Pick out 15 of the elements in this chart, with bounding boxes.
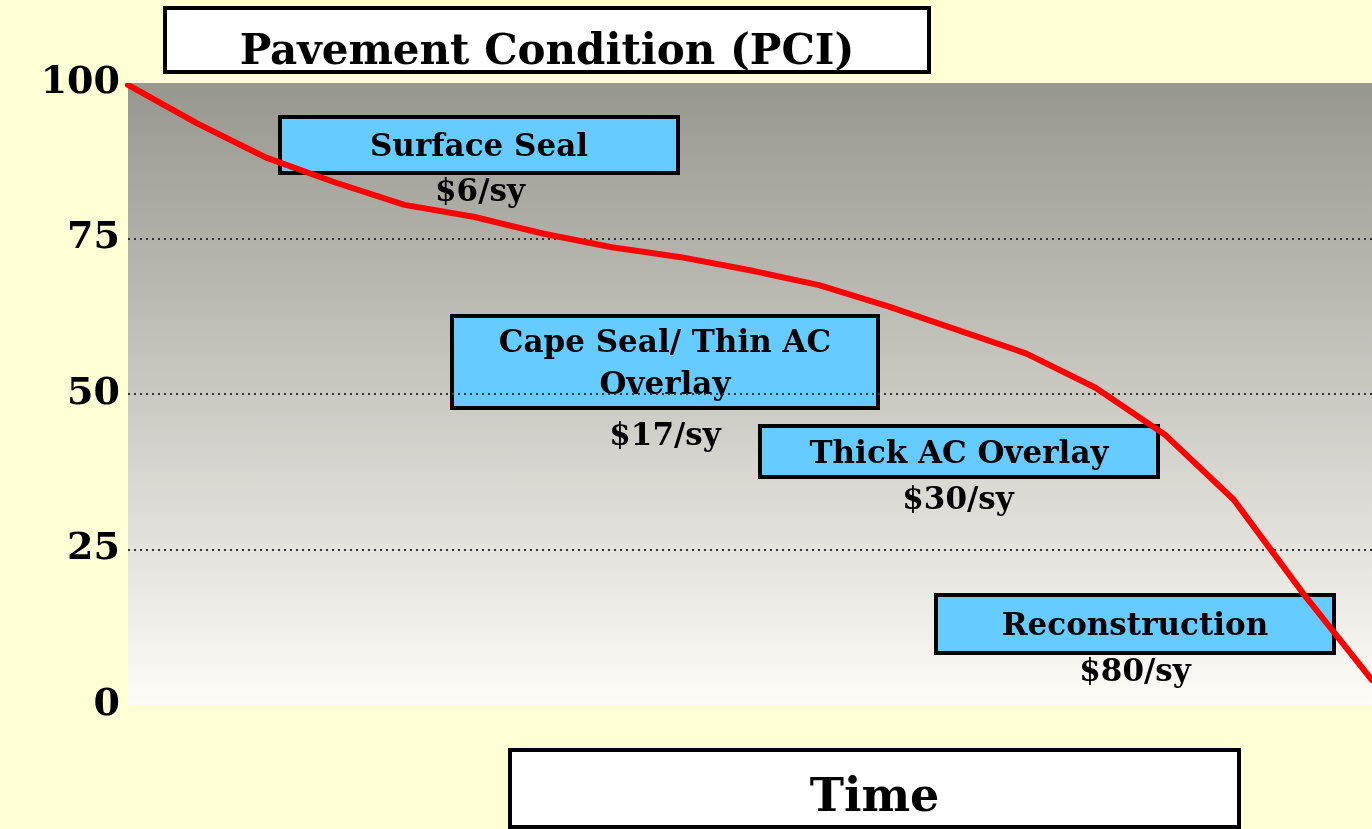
chart-title: Pavement Condition (PCI) — [163, 6, 931, 74]
annotation: $30/sy — [901, 480, 1016, 516]
annotation: $80/sy — [1078, 652, 1193, 688]
y-tick-label: 100 — [40, 56, 120, 102]
label-box: Thick AC Overlay — [758, 424, 1160, 479]
label-box: Surface Seal — [278, 115, 680, 175]
y-tick-label: 0 — [93, 678, 120, 724]
label-box: Reconstruction — [934, 593, 1336, 655]
y-tick-label: 25 — [67, 523, 120, 569]
label-box: Cape Seal/ Thin AC Overlay — [450, 314, 880, 410]
x-axis-title: Time — [508, 748, 1241, 829]
annotation: $6/sy — [434, 172, 527, 208]
y-tick-label: 75 — [67, 212, 120, 258]
y-tick-label: 50 — [67, 367, 120, 413]
annotation: $17/sy — [609, 416, 721, 452]
